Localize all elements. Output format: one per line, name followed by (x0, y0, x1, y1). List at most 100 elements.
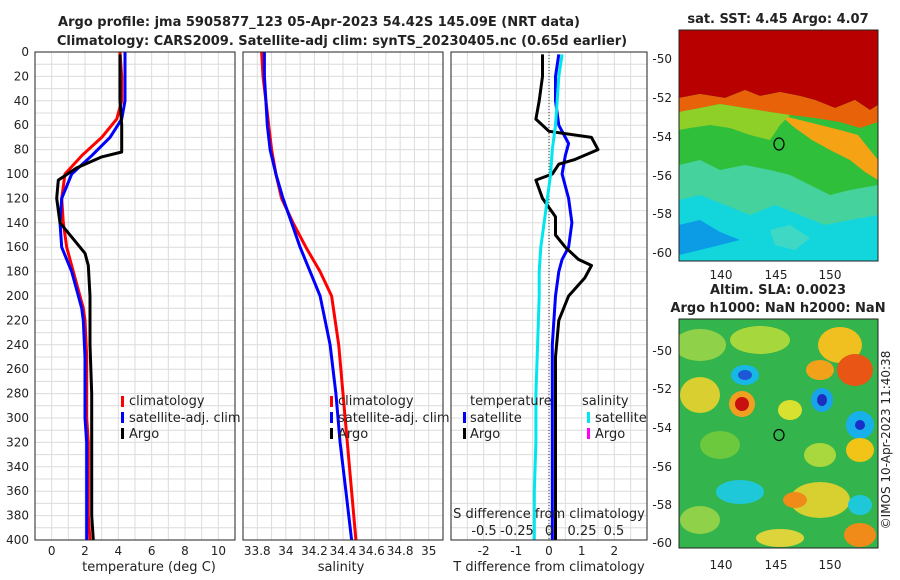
depth-tick-label: 240 (6, 338, 29, 352)
legend-swatch-satellite (121, 412, 124, 423)
depth-tick-label: 280 (6, 387, 29, 401)
s-tick: 0.5 (604, 524, 625, 539)
depth-tick-label: 100 (6, 167, 29, 181)
title-line-2: Climatology: CARS2009. Satellite-adj cli… (57, 34, 627, 49)
legend-swatch-s-argo (587, 428, 590, 439)
depth-tick-label: 180 (6, 265, 29, 279)
s-diff-xlabel: S difference from climatology (453, 507, 645, 522)
sst-heatmap (679, 30, 878, 261)
depth-tick-label: 200 (6, 289, 29, 303)
legend-swatch-t-satellite (463, 412, 466, 423)
depth-tick-label: 120 (6, 191, 29, 205)
legend-satellite: satellite-adj. clim (129, 411, 241, 426)
temperature-axes-frame (34, 51, 236, 541)
temperature-xlabel: temperature (deg C) (82, 560, 216, 575)
lat-tick: -54 (652, 130, 672, 144)
sla-map-panel: Altim. SLA: 0.0023 Argo h1000: NaN h2000… (652, 283, 885, 572)
x-tick-label: 0 (48, 544, 56, 558)
depth-tick-label: 340 (6, 460, 29, 474)
lat-tick: -58 (652, 207, 672, 221)
x-tick-label: -2 (478, 544, 490, 558)
legend-swatch-climatology (121, 396, 124, 407)
legend-t-argo: Argo (470, 427, 500, 442)
legend-climatology: climatology (129, 394, 205, 409)
salinity-lines (260, 51, 358, 541)
s-tick: -0.5 (471, 524, 496, 539)
depth-tick-label: 40 (14, 94, 29, 108)
x-tick-label: 1 (578, 544, 586, 558)
salinity-xlabel: salinity (318, 560, 365, 575)
x-tick-label: 8 (181, 544, 189, 558)
lat-tick: -52 (652, 91, 672, 105)
legend-s-argo: Argo (595, 427, 625, 442)
sst-map-yticks: -50 -52 -54 -56 -58 -60 (652, 52, 672, 260)
sst-map-panel: sat. SST: 4.45 Argo: 4.07 -50 -52 -54 -5… (652, 12, 879, 282)
lat-tick: -56 (652, 169, 672, 183)
depth-tick-label: 20 (14, 69, 29, 83)
salinity-axes-frame (242, 51, 444, 541)
temperature-tick-labels: 0 2 4 6 8 10 (48, 544, 226, 558)
x-tick-label: 33.8 (244, 544, 271, 558)
sla-map-yticks: -50 -52 -54 -56 -58 -60 (652, 344, 672, 550)
imos-credit: ©IMOS 10-Apr-2023 11:40:38 (879, 351, 893, 530)
legend-header-salinity: salinity (582, 394, 629, 409)
depth-tick-label: 360 (6, 484, 29, 498)
lon-tick: 150 (819, 558, 842, 572)
depth-tick-label: 260 (6, 362, 29, 376)
difference-panel: -2 -1 0 1 2 T difference from climatology S … (450, 51, 648, 575)
legend-argo: Argo (338, 427, 368, 442)
depth-tick-label: 380 (6, 509, 29, 523)
lat-tick: -50 (652, 52, 672, 66)
lat-tick: -58 (652, 498, 672, 512)
legend-s-satellite: satellite (595, 411, 647, 426)
x-tick-label: 34.6 (358, 544, 385, 558)
sla-map-frame (678, 318, 879, 549)
sla-heatmap (679, 319, 878, 548)
x-tick-label: 34.8 (387, 544, 414, 558)
x-tick-label: 35 (421, 544, 436, 558)
legend-swatch-climatology (330, 396, 333, 407)
legend-swatch-argo (330, 428, 333, 439)
x-tick-label: 34.2 (301, 544, 328, 558)
lat-tick: -52 (652, 382, 672, 396)
sst-map-title: sat. SST: 4.45 Argo: 4.07 (687, 12, 868, 27)
s-tick: -0.25 (500, 524, 534, 539)
difference-legend: temperature salinity satellite Argo sate… (463, 394, 647, 442)
series-climatology (60, 51, 124, 541)
depth-tick-label: 140 (6, 216, 29, 230)
legend-swatch-t-argo (463, 428, 466, 439)
difference-axes-frame (450, 51, 648, 541)
depth-tick-label: 400 (6, 533, 29, 547)
sla-map-title-1: Altim. SLA: 0.0023 (710, 283, 846, 298)
lat-tick: -54 (652, 421, 672, 435)
legend-swatch-argo (121, 428, 124, 439)
sst-map-frame (678, 29, 879, 262)
series-satellite-adj-clim (58, 52, 127, 540)
temperature-lines (55, 51, 127, 541)
x-tick-label: 4 (115, 544, 123, 558)
depth-tick-label: 80 (14, 143, 29, 157)
lon-tick: 145 (765, 558, 788, 572)
depth-tick-label: 300 (6, 411, 29, 425)
sla-map-title-2: Argo h1000: NaN h2000: NaN (670, 301, 885, 316)
argo-location-marker (773, 428, 785, 442)
temperature-grid (34, 51, 236, 541)
x-tick-label: 2 (611, 544, 619, 558)
lon-tick: 150 (819, 268, 842, 282)
x-tick-label: 34 (278, 544, 293, 558)
depth-tick-label: 160 (6, 240, 29, 254)
salinity-panel: 33.8 34 34.2 34.4 34.6 34.8 35 salinity climat… (242, 51, 450, 575)
x-tick-label: 10 (211, 544, 226, 558)
temperature-panel: 0204060801001201401601802002202402602803… (6, 45, 241, 575)
x-tick-label: 34.4 (330, 544, 357, 558)
series-satellite-adj-clim (262, 52, 354, 541)
legend-swatch-s-satellite (587, 412, 590, 423)
depth-tick-label: 320 (6, 435, 29, 449)
lon-tick: 145 (765, 268, 788, 282)
argo-location-marker (773, 137, 785, 151)
series-s-satellite (532, 54, 564, 540)
s-tick: 0.25 (568, 524, 597, 539)
sla-map-xticks: 140 145 150 (710, 558, 842, 572)
sst-map-xticks: 140 145 150 (710, 268, 842, 282)
series-t-argo (534, 54, 600, 540)
